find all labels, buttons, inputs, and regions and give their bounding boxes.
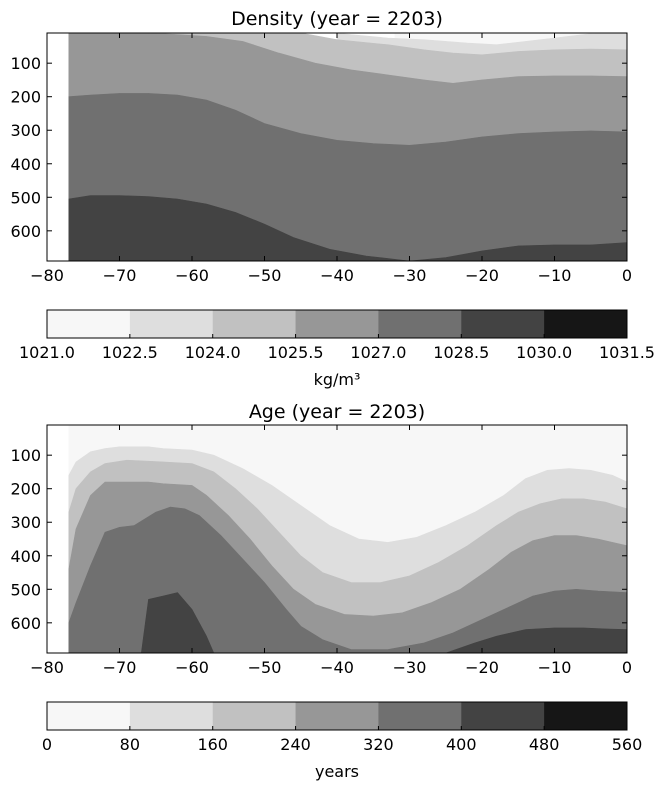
age-ytick-label: 500 [10,580,41,599]
density-ytick-label: 100 [10,54,41,73]
age-colorbar-label: years [315,762,359,781]
age-colorbar-tick-label: 160 [197,735,228,754]
density-colorbar-swatch [295,310,379,338]
density-ytick-label: 500 [10,188,41,207]
density-colorbar-tick-label: 1025.5 [268,343,324,362]
age-xtick-label: 0 [622,658,632,677]
age-xtick-label: −50 [248,658,282,677]
age-colorbar-tick-label: 400 [446,735,477,754]
age-colorbar-tick-label: 560 [612,735,643,754]
age-colorbar-tick-label: 320 [363,735,394,754]
age-colorbar-tick-label: 480 [529,735,560,754]
age-xtick-label: −80 [30,658,64,677]
density-colorbar-swatch [378,310,462,338]
age-ytick-label: 600 [10,614,41,633]
density-xtick-label: −20 [465,266,499,285]
density-colorbar-swatch [129,310,214,338]
age-xtick-label: −70 [103,658,137,677]
age-colorbar-swatch [129,702,214,730]
age-colorbar-swatch [461,702,545,730]
density-colorbar-tick-label: 1024.0 [185,343,241,362]
density-panel: Density (year = 2203) −80 −70 −60 −50 −40 −30… [10,8,655,389]
age-xtick-label: −30 [393,658,427,677]
age-colorbar-swatch [295,702,379,730]
age-ytick-label: 100 [10,446,41,465]
density-colorbar-tick-label: 1022.5 [102,343,158,362]
density-colorbar-tick-label: 1021.0 [19,343,75,362]
age-ytick-label: 400 [10,547,41,566]
density-xtick-label: −30 [393,266,427,285]
density-xtick-label: −70 [103,266,137,285]
density-xtick-label: −80 [30,266,64,285]
age-colorbar-tick-label: 80 [120,735,140,754]
density-ytick-label: 400 [10,155,41,174]
density-colorbar-swatch [544,310,628,338]
age-xtick-label: −60 [175,658,209,677]
density-colorbar-swatch [47,310,131,338]
age-colorbar-tick-label: 0 [42,735,52,754]
age-colorbar-swatch [47,702,131,730]
density-colorbar-tick-label: 1030.0 [516,343,572,362]
age-contour-band-4 [68,506,627,653]
density-colorbar-tick-label: 1031.5 [599,343,655,362]
density-ytick-label: 600 [10,222,41,241]
age-title: Age (year = 2203) [249,401,425,423]
density-colorbar-frame [46,309,628,339]
age-xtick-label: −10 [538,658,572,677]
age-colorbar-swatch [378,702,462,730]
density-colorbar-swatch [212,310,297,338]
age-plot-area [68,425,627,653]
age-contour-band-5 [68,592,627,653]
density-colorbar-tick-label: 1028.5 [433,343,489,362]
density-colorbar-label: kg/m³ [314,370,361,389]
density-xtick-label: −40 [320,266,354,285]
density-xtick-label: 0 [622,266,632,285]
density-ytick-label: 300 [10,121,41,140]
density-xtick-label: −10 [538,266,572,285]
age-colorbar-swatch [212,702,297,730]
age-colorbar-frame [46,701,628,731]
age-colorbar-tick-label: 240 [280,735,311,754]
density-xtick-label: −60 [175,266,209,285]
age-xtick-label: −40 [320,658,354,677]
age-ytick-label: 300 [10,513,41,532]
density-colorbar-swatch [461,310,545,338]
density-colorbar-tick-label: 1027.0 [350,343,406,362]
density-title: Density (year = 2203) [231,8,443,30]
density-xtick-label: −50 [248,266,282,285]
age-ytick-label: 200 [10,480,41,499]
age-xtick-label: −20 [465,658,499,677]
density-ytick-label: 200 [10,88,41,107]
density-contour-band-5 [68,195,627,261]
density-plot-area [68,33,627,261]
age-panel: Age (year = 2203) −80 −70 −60 −50 −40 −30 −20 −… [10,401,642,781]
age-colorbar-swatch [544,702,628,730]
